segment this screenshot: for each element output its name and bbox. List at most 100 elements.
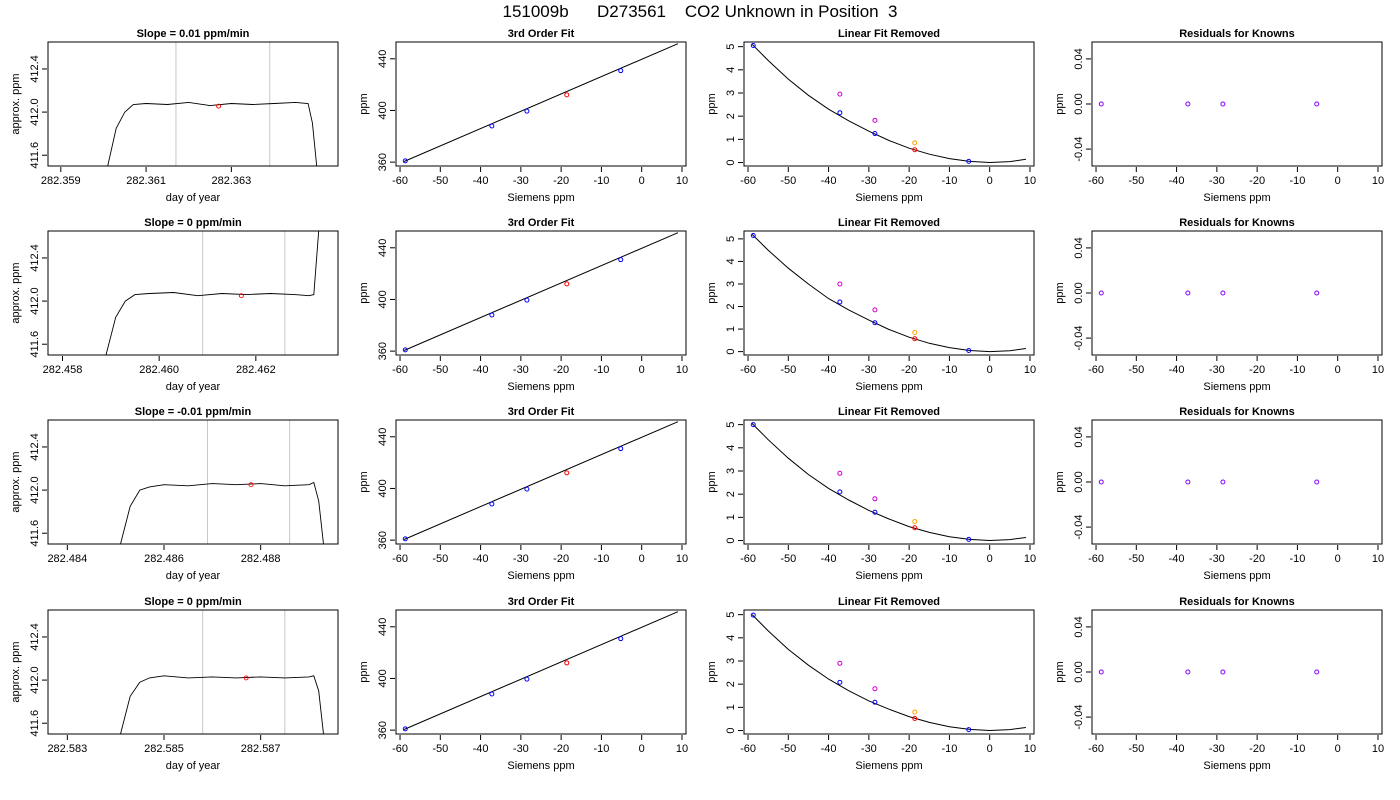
panel-data	[402, 421, 679, 542]
mean-point	[248, 482, 254, 488]
x-tick-label: -10	[941, 364, 957, 376]
x-tick-label: 0	[987, 364, 993, 376]
x-tick-label: -20	[901, 553, 917, 565]
data-point	[837, 281, 843, 287]
y-tick-label: 0.00	[1073, 93, 1085, 114]
data-point	[618, 68, 624, 74]
y-tick-label: 3	[725, 281, 737, 287]
data-point	[402, 536, 408, 542]
panel-r1-c4: Residuals for Knowns -60 -50 -40 -30 -20 -10 0 1…	[1054, 28, 1384, 204]
y-tick-label: 440	[377, 239, 389, 257]
y-tick-label: 412.4	[29, 55, 41, 83]
y-tick-label: 0	[725, 159, 737, 165]
x-tick-label: -10	[941, 743, 957, 755]
x-axis-label: Siemens ppm	[855, 381, 922, 393]
data-point	[618, 446, 624, 452]
panel-title: Residuals for Knowns	[1179, 217, 1295, 229]
x-tick-label: -50	[1128, 743, 1144, 755]
x-axis-label: Siemens ppm	[507, 570, 574, 582]
y-tick-label: 412.0	[29, 476, 41, 504]
panel-r3-c3: Linear Fit Removed -60 -50 -40 -30 -20 -10 0 10 0…	[706, 406, 1036, 582]
y-tick-label: 411.6	[29, 710, 41, 737]
x-tick-label: 0	[987, 553, 993, 565]
data-point	[1098, 669, 1104, 675]
x-tick-label: -60	[1088, 175, 1104, 187]
panel-frame	[395, 41, 687, 167]
panel-title: Residuals for Knowns	[1179, 596, 1295, 608]
x-tick-label: -30	[513, 175, 529, 187]
x-tick-label: -20	[1249, 364, 1265, 376]
analyzer-trace	[120, 675, 324, 734]
panel-r2-c4: Residuals for Knowns -60 -50 -40 -30 -20 -10 0 1…	[1054, 217, 1384, 393]
y-tick-label: 400	[377, 479, 389, 497]
x-tick-label: 10	[676, 175, 688, 187]
data-point	[912, 140, 918, 146]
y-axis-label: approx. ppm	[10, 262, 22, 323]
data-point	[1098, 479, 1104, 485]
y-tick-label: 411.6	[29, 142, 41, 169]
x-axis-label: Siemens ppm	[1203, 381, 1270, 393]
x-tick-label: 0	[987, 743, 993, 755]
data-point	[524, 108, 530, 114]
mean-point	[243, 675, 249, 681]
data-point	[872, 699, 878, 705]
x-tick-label: -10	[1289, 364, 1305, 376]
fit-curve	[751, 234, 1026, 353]
x-tick-label: -50	[432, 175, 448, 187]
x-tick-label: -60	[392, 743, 408, 755]
y-tick-label: -0.04	[1073, 326, 1085, 351]
y-tick-label: 4	[725, 445, 737, 451]
x-tick-label: 0	[1335, 743, 1341, 755]
x-tick-label: -40	[1169, 553, 1185, 565]
panel-title: 3rd Order Fit	[508, 217, 575, 229]
panel-r1-c2: 3rd Order Fit -60 -50 -40 -30 -20 -10 0 10 360 400…	[358, 28, 688, 204]
y-tick-label: 4	[725, 258, 737, 264]
y-axis-label: approx. ppm	[10, 451, 22, 512]
panel-frame	[47, 609, 339, 735]
y-tick-label: 5	[725, 44, 737, 50]
fit-curve	[751, 423, 1026, 542]
fit-curve	[751, 614, 1026, 732]
x-tick-label: 282.361	[126, 175, 166, 187]
panel-data	[750, 42, 1026, 164]
data-point	[912, 715, 918, 721]
panel-data	[120, 420, 324, 544]
x-tick-label: -30	[1209, 175, 1225, 187]
x-tick-label: 282.583	[47, 743, 87, 755]
y-tick-label: 1	[725, 136, 737, 142]
x-tick-label: -40	[821, 743, 837, 755]
x-tick-label: -30	[861, 743, 877, 755]
fit-line	[403, 611, 679, 730]
x-tick-label: -10	[941, 175, 957, 187]
data-point	[912, 336, 918, 342]
x-axis-label: Siemens ppm	[1203, 192, 1270, 204]
x-tick-label: 282.462	[236, 364, 276, 376]
x-tick-label: -40	[821, 175, 837, 187]
data-point	[524, 676, 530, 682]
data-point	[1220, 479, 1226, 485]
data-point	[1220, 669, 1226, 675]
y-axis-label: approx. ppm	[10, 641, 22, 702]
panel-title: Slope = -0.01 ppm/min	[135, 406, 252, 418]
data-point	[837, 110, 843, 116]
y-axis-label: ppm	[706, 282, 718, 303]
panel-title: Linear Fit Removed	[838, 596, 940, 608]
panel-r2-c2: 3rd Order Fit -60 -50 -40 -30 -20 -10 0 10 360 400…	[358, 217, 688, 393]
data-point	[1220, 101, 1226, 107]
y-tick-label: 0.04	[1073, 616, 1085, 637]
panel-title: 3rd Order Fit	[508, 406, 575, 418]
x-axis-label: Siemens ppm	[507, 192, 574, 204]
panel-title: Slope = 0 ppm/min	[144, 596, 242, 608]
y-tick-label: 400	[377, 290, 389, 308]
x-tick-label: -40	[1169, 175, 1185, 187]
x-tick-label: -30	[1209, 743, 1225, 755]
panel-frame	[395, 419, 687, 545]
data-point	[524, 297, 530, 303]
data-point	[750, 233, 756, 239]
x-tick-label: 0	[639, 364, 645, 376]
panel-r4-c4: Residuals for Knowns -60 -50 -40 -30 -20 -10 0 1…	[1054, 596, 1384, 772]
x-tick-label: -40	[1169, 364, 1185, 376]
y-axis-label: ppm	[1054, 93, 1066, 114]
panel-title: 3rd Order Fit	[508, 28, 575, 40]
y-tick-label: 400	[377, 669, 389, 687]
